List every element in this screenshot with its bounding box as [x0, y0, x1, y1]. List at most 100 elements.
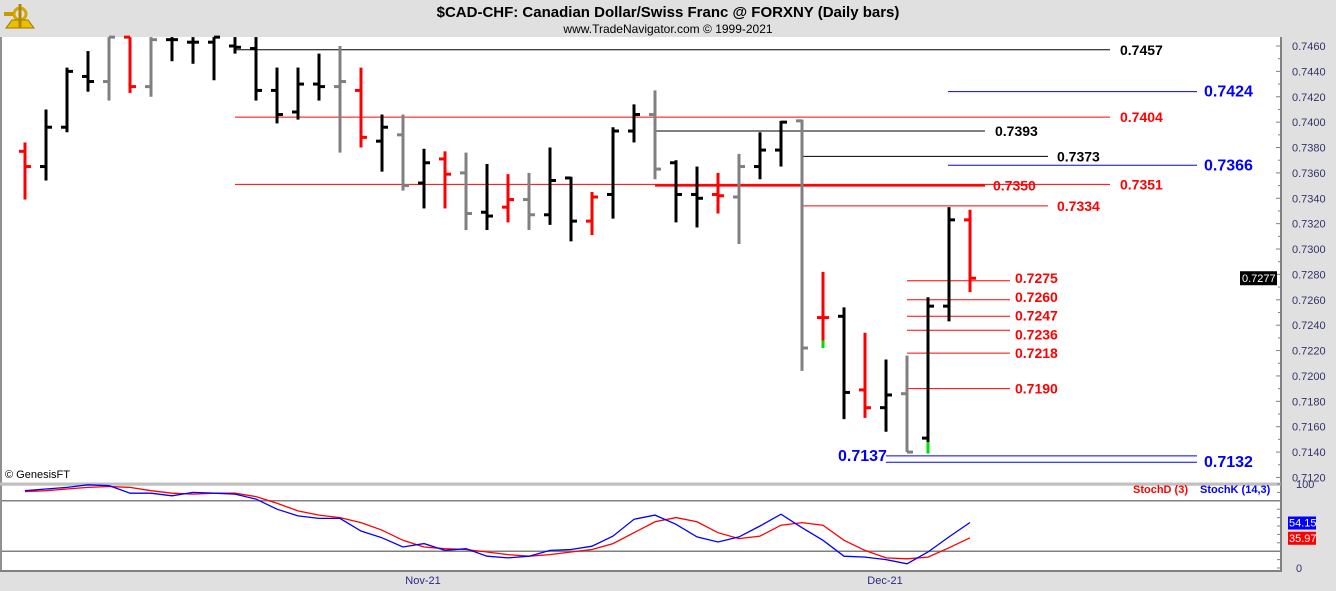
price-axis-label: 0.7440	[1292, 66, 1326, 78]
ohlc-bar	[124, 35, 136, 93]
ohlc-bar	[19, 142, 31, 200]
ohlc-bar	[817, 271, 829, 349]
level-label: 0.7334	[1057, 198, 1100, 214]
ohlc-bar	[145, 37, 157, 97]
ohlc-bar	[418, 148, 430, 209]
ohlc-bar	[334, 46, 346, 153]
price-axis-label: 0.7320	[1292, 219, 1326, 231]
stoch-value-label: 35.97	[1289, 533, 1317, 545]
stoch-axis-label: 0	[1296, 563, 1302, 575]
ohlc-bar	[271, 67, 283, 124]
ohlc-bar	[712, 172, 724, 214]
ohlc-bar	[922, 297, 934, 454]
level-label: 0.7247	[1015, 307, 1058, 323]
ohlc-bar	[964, 209, 976, 293]
ohlc-bar	[565, 176, 577, 242]
level-line-0-7373: 0.7373	[802, 148, 1100, 164]
ohlc-bar	[187, 37, 199, 64]
ohlc-bar	[733, 153, 745, 244]
date-axis-label: Nov-21	[405, 575, 440, 587]
last-price-label: 0.7277	[1242, 273, 1276, 285]
ohlc-bar	[397, 114, 409, 191]
chart-subtitle: www.TradeNavigator.com © 1999-2021	[562, 22, 772, 36]
ohlc-bar	[481, 164, 493, 231]
ohlc-bar	[229, 37, 241, 54]
ohlc-bar	[544, 147, 556, 225]
legend-stochk: StochK (14,3)	[1200, 484, 1271, 496]
price-axis-label: 0.7300	[1292, 244, 1326, 256]
level-label: 0.7218	[1015, 345, 1058, 361]
ohlc-bar	[460, 152, 472, 231]
ohlc-bar	[250, 37, 262, 101]
price-axis-label: 0.7240	[1292, 320, 1326, 332]
price-axis-label: 0.7220	[1292, 346, 1326, 358]
level-label: 0.7137	[838, 448, 887, 465]
level-label: 0.7457	[1120, 42, 1163, 58]
level-label: 0.7373	[1057, 148, 1100, 164]
level-label: 0.7260	[1015, 289, 1058, 305]
level-line-0-7236: 0.7236	[907, 326, 1058, 342]
level-line-0-7351: 0.7351	[235, 176, 1163, 192]
price-axis-label: 0.7380	[1292, 143, 1326, 155]
price-axis-label: 0.7340	[1292, 193, 1326, 205]
stoch-axis-label: 100	[1296, 479, 1314, 491]
ohlc-bar	[838, 307, 850, 420]
level-line-0-7424: 0.7424	[948, 84, 1253, 101]
ohlc-bar	[607, 127, 619, 219]
level-label: 0.7132	[1204, 454, 1253, 471]
stochastic-panel	[2, 486, 1280, 570]
ohlc-bar	[901, 355, 913, 454]
price-axis-label: 0.7200	[1292, 371, 1326, 383]
level-label: 0.7190	[1015, 381, 1058, 397]
ohlc-bar	[292, 67, 304, 120]
ohlc-bar	[313, 53, 325, 101]
ohlc-bar	[586, 191, 598, 236]
copyright-label: © GenesisFT	[5, 469, 70, 481]
legend-stochd: StochD (3)	[1133, 484, 1188, 496]
price-axis-label: 0.7120	[1292, 472, 1326, 484]
price-axis-label: 0.7260	[1292, 295, 1326, 307]
level-line-0-7137: 0.7137	[838, 448, 1197, 465]
level-line-0-7218: 0.7218	[907, 345, 1058, 361]
level-line-0-7132: 0.7132	[886, 454, 1253, 471]
ohlc-bar	[82, 51, 94, 92]
price-axis-label: 0.7360	[1292, 168, 1326, 180]
price-axis-label: 0.7420	[1292, 92, 1326, 104]
level-label: 0.7366	[1204, 157, 1253, 174]
logo-sextant-icon	[4, 4, 35, 29]
level-label: 0.7275	[1015, 270, 1058, 286]
level-label: 0.7350	[993, 178, 1036, 194]
level-line-0-7393: 0.7393	[655, 123, 1038, 139]
stoch-line-k	[24, 484, 971, 565]
ohlc-bar	[61, 67, 73, 133]
level-line-0-7190: 0.7190	[907, 381, 1058, 397]
ohlc-bar	[166, 37, 178, 62]
ohlc-bar	[943, 207, 955, 322]
level-label: 0.7236	[1015, 326, 1058, 342]
last-price-badge	[1240, 271, 1277, 286]
price-axis-label: 0.7180	[1292, 396, 1326, 408]
ohlc-bar	[523, 172, 535, 231]
price-axis-label: 0.7400	[1292, 117, 1326, 129]
price-axis-label: 0.7280	[1292, 269, 1326, 281]
price-axis-label: 0.7160	[1292, 422, 1326, 434]
level-line-0-7275: 0.7275	[907, 270, 1058, 286]
level-label: 0.7393	[995, 123, 1038, 139]
level-line-0-7247: 0.7247	[907, 307, 1058, 323]
ohlc-bar	[880, 359, 892, 432]
ohlc-bar	[439, 151, 451, 209]
ohlc-bar	[502, 174, 514, 223]
ohlc-bar	[355, 67, 367, 148]
ohlc-bar	[103, 35, 115, 101]
ohlc-bar	[40, 109, 52, 181]
level-label: 0.7351	[1120, 176, 1163, 192]
level-line-0-7260: 0.7260	[907, 289, 1058, 305]
ohlc-bar	[775, 120, 787, 167]
ohlc-bar	[649, 90, 661, 180]
level-line-0-7350: 0.7350	[655, 178, 1036, 194]
ohlc-bar	[754, 132, 766, 180]
ohlc-bar	[859, 332, 871, 418]
price-panel	[2, 37, 1280, 483]
date-axis-label: Dec-21	[867, 575, 902, 587]
